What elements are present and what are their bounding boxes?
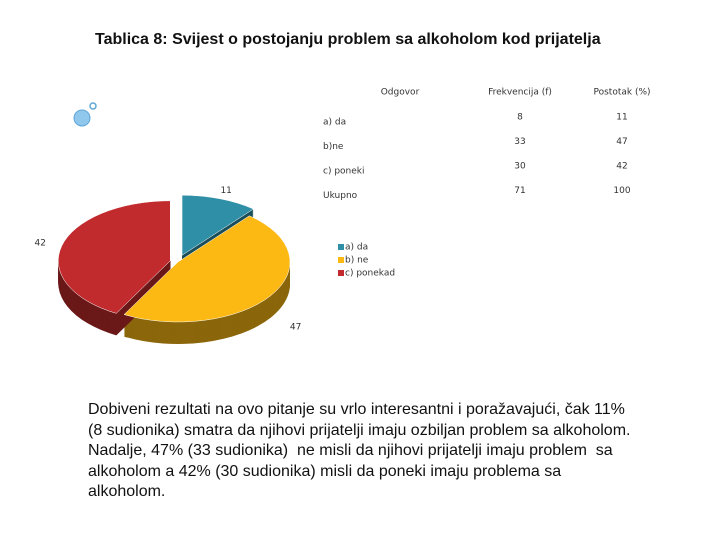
paragraph-line: alkoholom a 42% (30 sudionika) misli da … bbox=[88, 462, 562, 480]
slice-label: 42 bbox=[35, 239, 46, 249]
decor-bubble bbox=[73, 109, 91, 127]
table-cell: 8 bbox=[517, 113, 523, 123]
pie-slice bbox=[58, 200, 171, 314]
legend-swatch bbox=[338, 257, 344, 263]
table-cell: 30 bbox=[514, 162, 526, 172]
table-header: Odgovor bbox=[381, 88, 420, 98]
legend-swatch bbox=[338, 270, 344, 276]
legend-swatch bbox=[338, 244, 344, 250]
paragraph-line: (8 sudionika) smatra da njihovi prijatel… bbox=[88, 421, 631, 439]
slide-title: Tablica 8: Svijest o postojanju problem … bbox=[95, 31, 601, 48]
table-row-label: c) poneki bbox=[323, 167, 365, 177]
table-cell: 71 bbox=[514, 186, 525, 196]
legend-label: b) ne bbox=[345, 256, 369, 266]
pie-slice bbox=[181, 194, 254, 256]
table-cell: 47 bbox=[616, 137, 627, 147]
table-cell: 100 bbox=[613, 186, 630, 196]
paragraph-line: Dobiveni rezultati na ovo pitanje su vrl… bbox=[88, 401, 625, 418]
slice-label: 11 bbox=[220, 186, 231, 196]
paragraph-line: alkoholom. bbox=[88, 483, 166, 500]
table-cell: 42 bbox=[616, 162, 627, 172]
paragraph: Dobiveni rezultati na ovo pitanje su vrl… bbox=[88, 400, 630, 503]
table-header: Frekvencija (f) bbox=[488, 88, 552, 98]
table-cell: 11 bbox=[616, 113, 627, 123]
legend-label: a) da bbox=[345, 243, 368, 253]
table-cell: 33 bbox=[514, 137, 525, 147]
table-row-label: Ukupno bbox=[323, 191, 358, 201]
table-row-label: b)ne bbox=[323, 142, 344, 152]
paragraph-line: Nadalje, 47% (33 sudionika) ne misli da … bbox=[88, 442, 613, 459]
legend-label: c) ponekad bbox=[345, 269, 395, 279]
table-header: Postotak (%) bbox=[593, 88, 650, 98]
table-row-label: a) da bbox=[323, 118, 346, 128]
pie-slice bbox=[123, 215, 291, 323]
decor-ring bbox=[89, 102, 97, 110]
slice-label: 47 bbox=[290, 322, 301, 332]
